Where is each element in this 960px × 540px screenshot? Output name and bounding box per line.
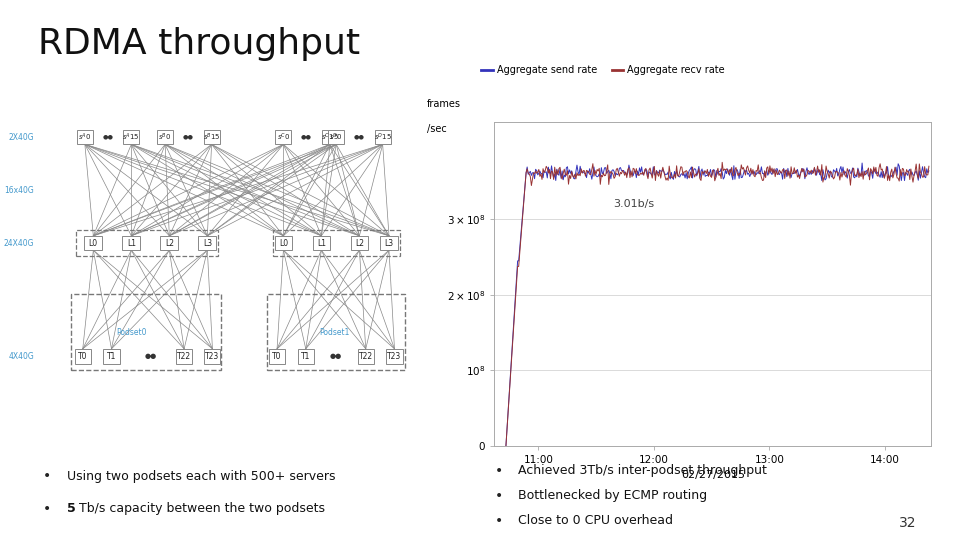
Text: •: • [494, 464, 503, 478]
Text: 32: 32 [900, 516, 917, 530]
FancyBboxPatch shape [157, 130, 173, 144]
Text: $s^{A}$15: $s^{A}$15 [123, 132, 140, 143]
Text: L1: L1 [127, 239, 135, 247]
FancyBboxPatch shape [160, 236, 179, 250]
Text: T22: T22 [177, 352, 191, 361]
Text: ●●: ●● [354, 134, 365, 140]
Text: •: • [43, 502, 52, 516]
Text: T0: T0 [78, 352, 87, 361]
Legend: Aggregate send rate, Aggregate recv rate: Aggregate send rate, Aggregate recv rate [477, 62, 729, 79]
FancyBboxPatch shape [204, 130, 220, 144]
Text: Close to 0 CPU overhead: Close to 0 CPU overhead [518, 514, 673, 527]
Text: $s^{B}$15: $s^{B}$15 [203, 132, 221, 143]
FancyBboxPatch shape [350, 236, 369, 250]
FancyBboxPatch shape [298, 349, 314, 364]
FancyBboxPatch shape [84, 236, 102, 250]
Text: 4X40G: 4X40G [9, 352, 35, 361]
Text: $s^{D}$15: $s^{D}$15 [373, 132, 392, 143]
Text: L0: L0 [88, 239, 98, 247]
Text: $s^{C}$15: $s^{C}$15 [321, 132, 339, 143]
Text: 16x40G: 16x40G [5, 186, 35, 194]
Text: ●●: ●● [144, 353, 156, 360]
Text: 5: 5 [67, 502, 76, 515]
X-axis label: 02/27/2015: 02/27/2015 [681, 470, 745, 480]
FancyBboxPatch shape [199, 236, 216, 250]
FancyBboxPatch shape [123, 236, 140, 250]
Text: T1: T1 [107, 352, 116, 361]
Text: T23: T23 [387, 352, 401, 361]
Text: Achieved 3Tb/s inter-podset throughput: Achieved 3Tb/s inter-podset throughput [518, 464, 767, 477]
FancyBboxPatch shape [77, 130, 93, 144]
Text: 3.01b/s: 3.01b/s [613, 199, 655, 209]
Text: ●●: ●● [301, 134, 312, 140]
Text: $s^{B}$0: $s^{B}$0 [158, 132, 172, 143]
FancyBboxPatch shape [313, 236, 330, 250]
Text: $s^{D}$0: $s^{D}$0 [329, 132, 343, 143]
FancyBboxPatch shape [387, 349, 402, 364]
Text: •: • [43, 469, 52, 483]
Text: •: • [494, 514, 503, 528]
Text: Podset1: Podset1 [319, 328, 349, 337]
Text: L3: L3 [203, 239, 212, 247]
FancyBboxPatch shape [269, 349, 285, 364]
Text: 24X40G: 24X40G [4, 239, 35, 247]
FancyBboxPatch shape [374, 130, 391, 144]
Text: 2X40G: 2X40G [9, 133, 35, 141]
FancyBboxPatch shape [123, 130, 139, 144]
Text: Bottlenecked by ECMP routing: Bottlenecked by ECMP routing [518, 489, 708, 502]
Text: L2: L2 [165, 239, 174, 247]
Text: Podset0: Podset0 [116, 328, 147, 337]
Text: •: • [494, 489, 503, 503]
Text: ●●: ●● [103, 134, 113, 140]
Text: T0: T0 [273, 352, 282, 361]
FancyBboxPatch shape [75, 349, 91, 364]
FancyBboxPatch shape [176, 349, 192, 364]
FancyBboxPatch shape [204, 349, 221, 364]
Text: T23: T23 [205, 352, 220, 361]
Text: RDMA throughput: RDMA throughput [38, 27, 361, 61]
Text: ●●: ●● [182, 134, 194, 140]
Text: frames: frames [426, 98, 461, 109]
Text: $s^{C}$0: $s^{C}$0 [276, 132, 290, 143]
FancyBboxPatch shape [276, 130, 292, 144]
Text: L0: L0 [278, 239, 288, 247]
Text: ●●: ●● [330, 353, 343, 360]
FancyBboxPatch shape [104, 349, 119, 364]
Text: Tb/s capacity between the two podsets: Tb/s capacity between the two podsets [79, 502, 324, 515]
Text: $s^{A}$0: $s^{A}$0 [78, 132, 91, 143]
FancyBboxPatch shape [322, 130, 338, 144]
FancyBboxPatch shape [328, 130, 345, 144]
FancyBboxPatch shape [380, 236, 397, 250]
Text: T1: T1 [301, 352, 310, 361]
Text: Using two podsets each with 500+ servers: Using two podsets each with 500+ servers [67, 470, 336, 483]
FancyBboxPatch shape [358, 349, 373, 364]
Text: L2: L2 [355, 239, 364, 247]
Text: /sec: /sec [426, 124, 446, 134]
Text: L3: L3 [384, 239, 394, 247]
Text: T22: T22 [359, 352, 372, 361]
FancyBboxPatch shape [275, 236, 292, 250]
Text: L1: L1 [317, 239, 325, 247]
